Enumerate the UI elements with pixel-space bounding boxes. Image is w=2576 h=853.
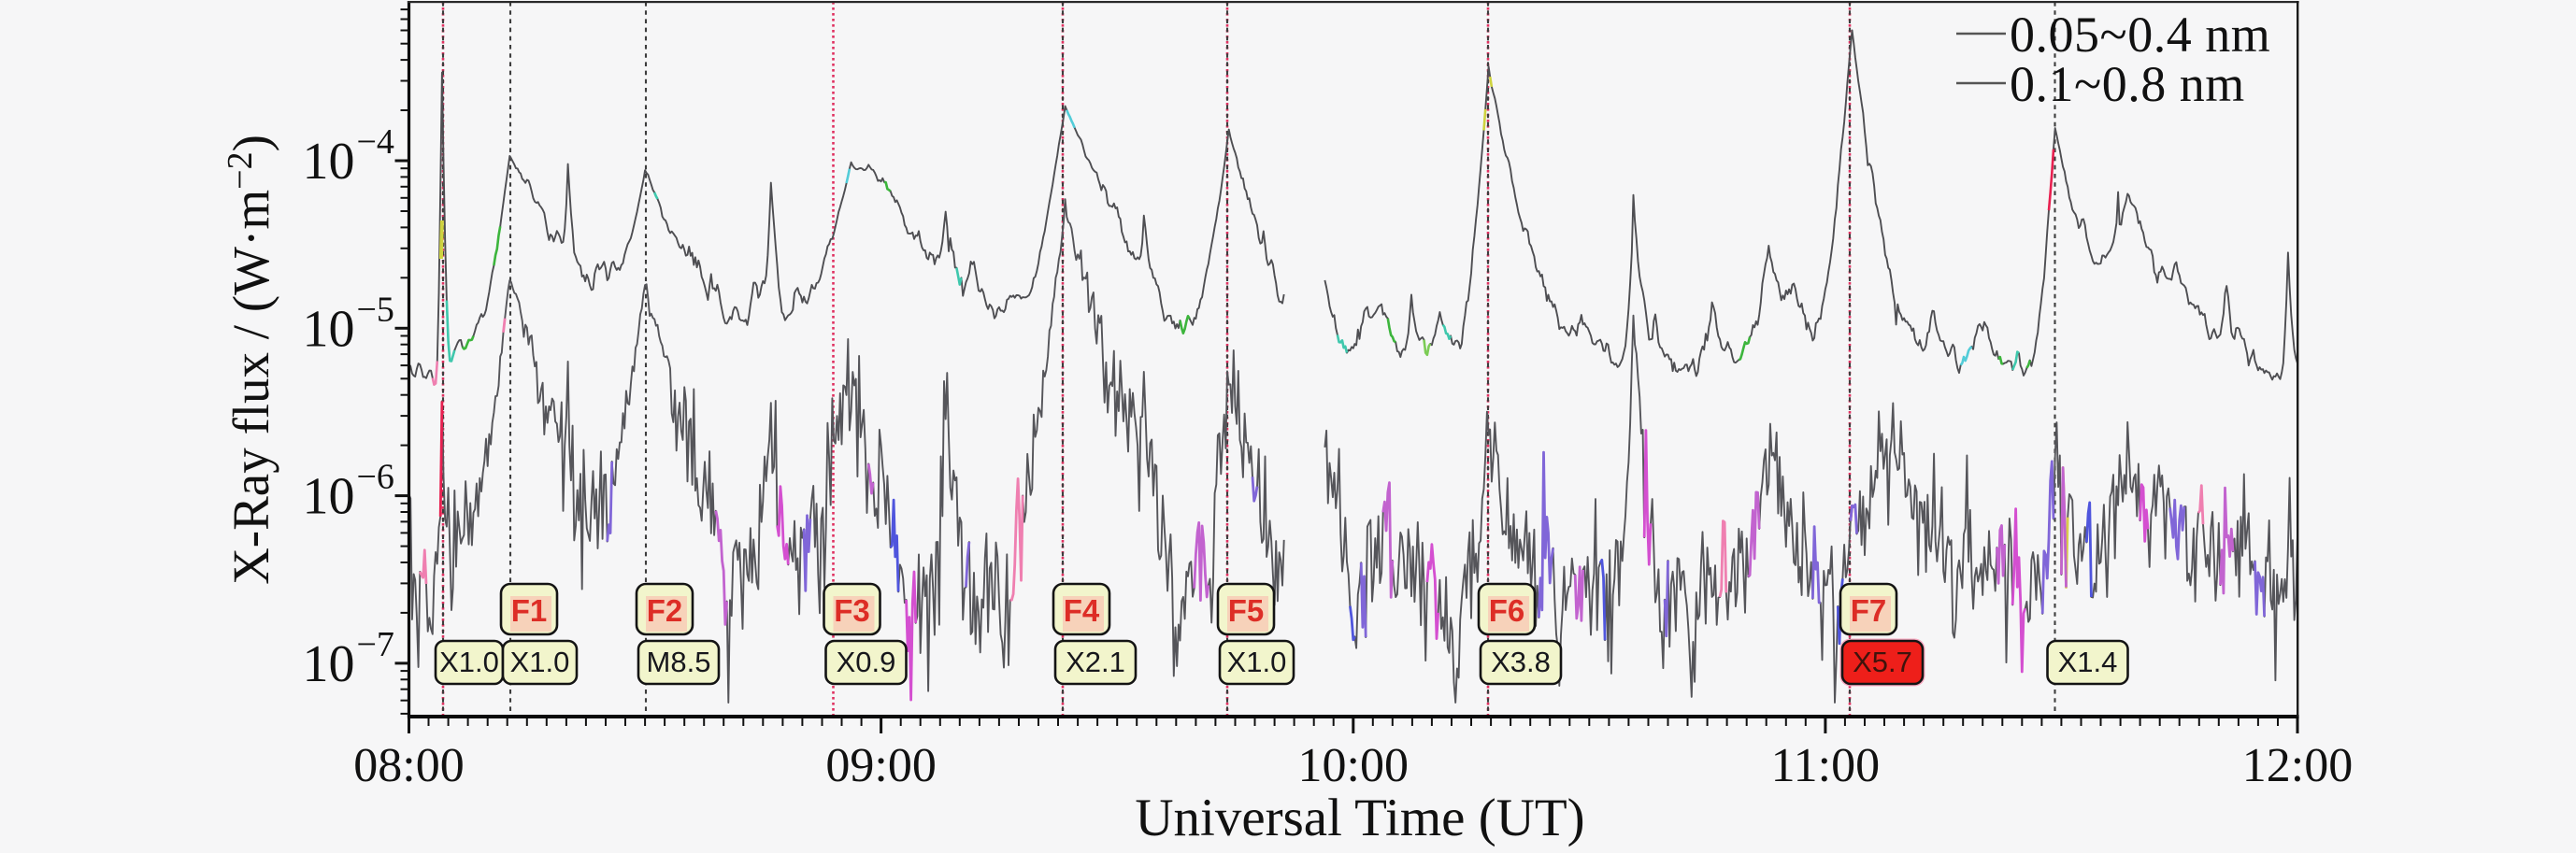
svg-text:10: 10 <box>303 468 355 526</box>
svg-text:11:00: 11:00 <box>1771 739 1881 792</box>
svg-text:10: 10 <box>303 635 355 693</box>
svg-text:X5.7: X5.7 <box>1853 646 1912 678</box>
svg-text:10:00: 10:00 <box>1298 739 1409 792</box>
svg-text:M8.5: M8.5 <box>647 646 711 678</box>
svg-text:X2.1: X2.1 <box>1066 646 1125 678</box>
svg-text:F3: F3 <box>834 593 870 628</box>
svg-text:F1: F1 <box>511 593 548 628</box>
svg-text:X1.0: X1.0 <box>510 646 570 678</box>
svg-text:08:00: 08:00 <box>353 739 464 792</box>
svg-text:0.05~0.4 nm: 0.05~0.4 nm <box>2010 7 2270 63</box>
svg-text:X3.8: X3.8 <box>1491 646 1551 678</box>
svg-text:09:00: 09:00 <box>825 739 936 792</box>
svg-text:F6: F6 <box>1489 593 1525 628</box>
svg-text:10: 10 <box>303 300 355 358</box>
svg-text:12:00: 12:00 <box>2242 739 2353 792</box>
svg-text:−5: −5 <box>357 290 394 329</box>
svg-text:F7: F7 <box>1851 593 1887 628</box>
svg-text:X-Ray flux / (W·m−2): X-Ray flux / (W·m−2) <box>221 135 279 585</box>
svg-text:F5: F5 <box>1228 593 1265 628</box>
svg-text:X1.4: X1.4 <box>2058 646 2118 678</box>
svg-text:Universal Time (UT): Universal Time (UT) <box>1135 789 1584 847</box>
svg-text:F4: F4 <box>1064 593 1100 628</box>
svg-text:X1.0: X1.0 <box>439 646 499 678</box>
svg-text:−6: −6 <box>357 458 394 497</box>
svg-text:X0.9: X0.9 <box>837 646 896 678</box>
svg-text:X1.0: X1.0 <box>1227 646 1287 678</box>
svg-text:0.1~0.8 nm: 0.1~0.8 nm <box>2010 56 2245 112</box>
svg-text:−7: −7 <box>357 625 394 664</box>
svg-text:F2: F2 <box>647 593 683 628</box>
svg-text:−4: −4 <box>357 122 394 162</box>
svg-text:10: 10 <box>303 133 355 191</box>
